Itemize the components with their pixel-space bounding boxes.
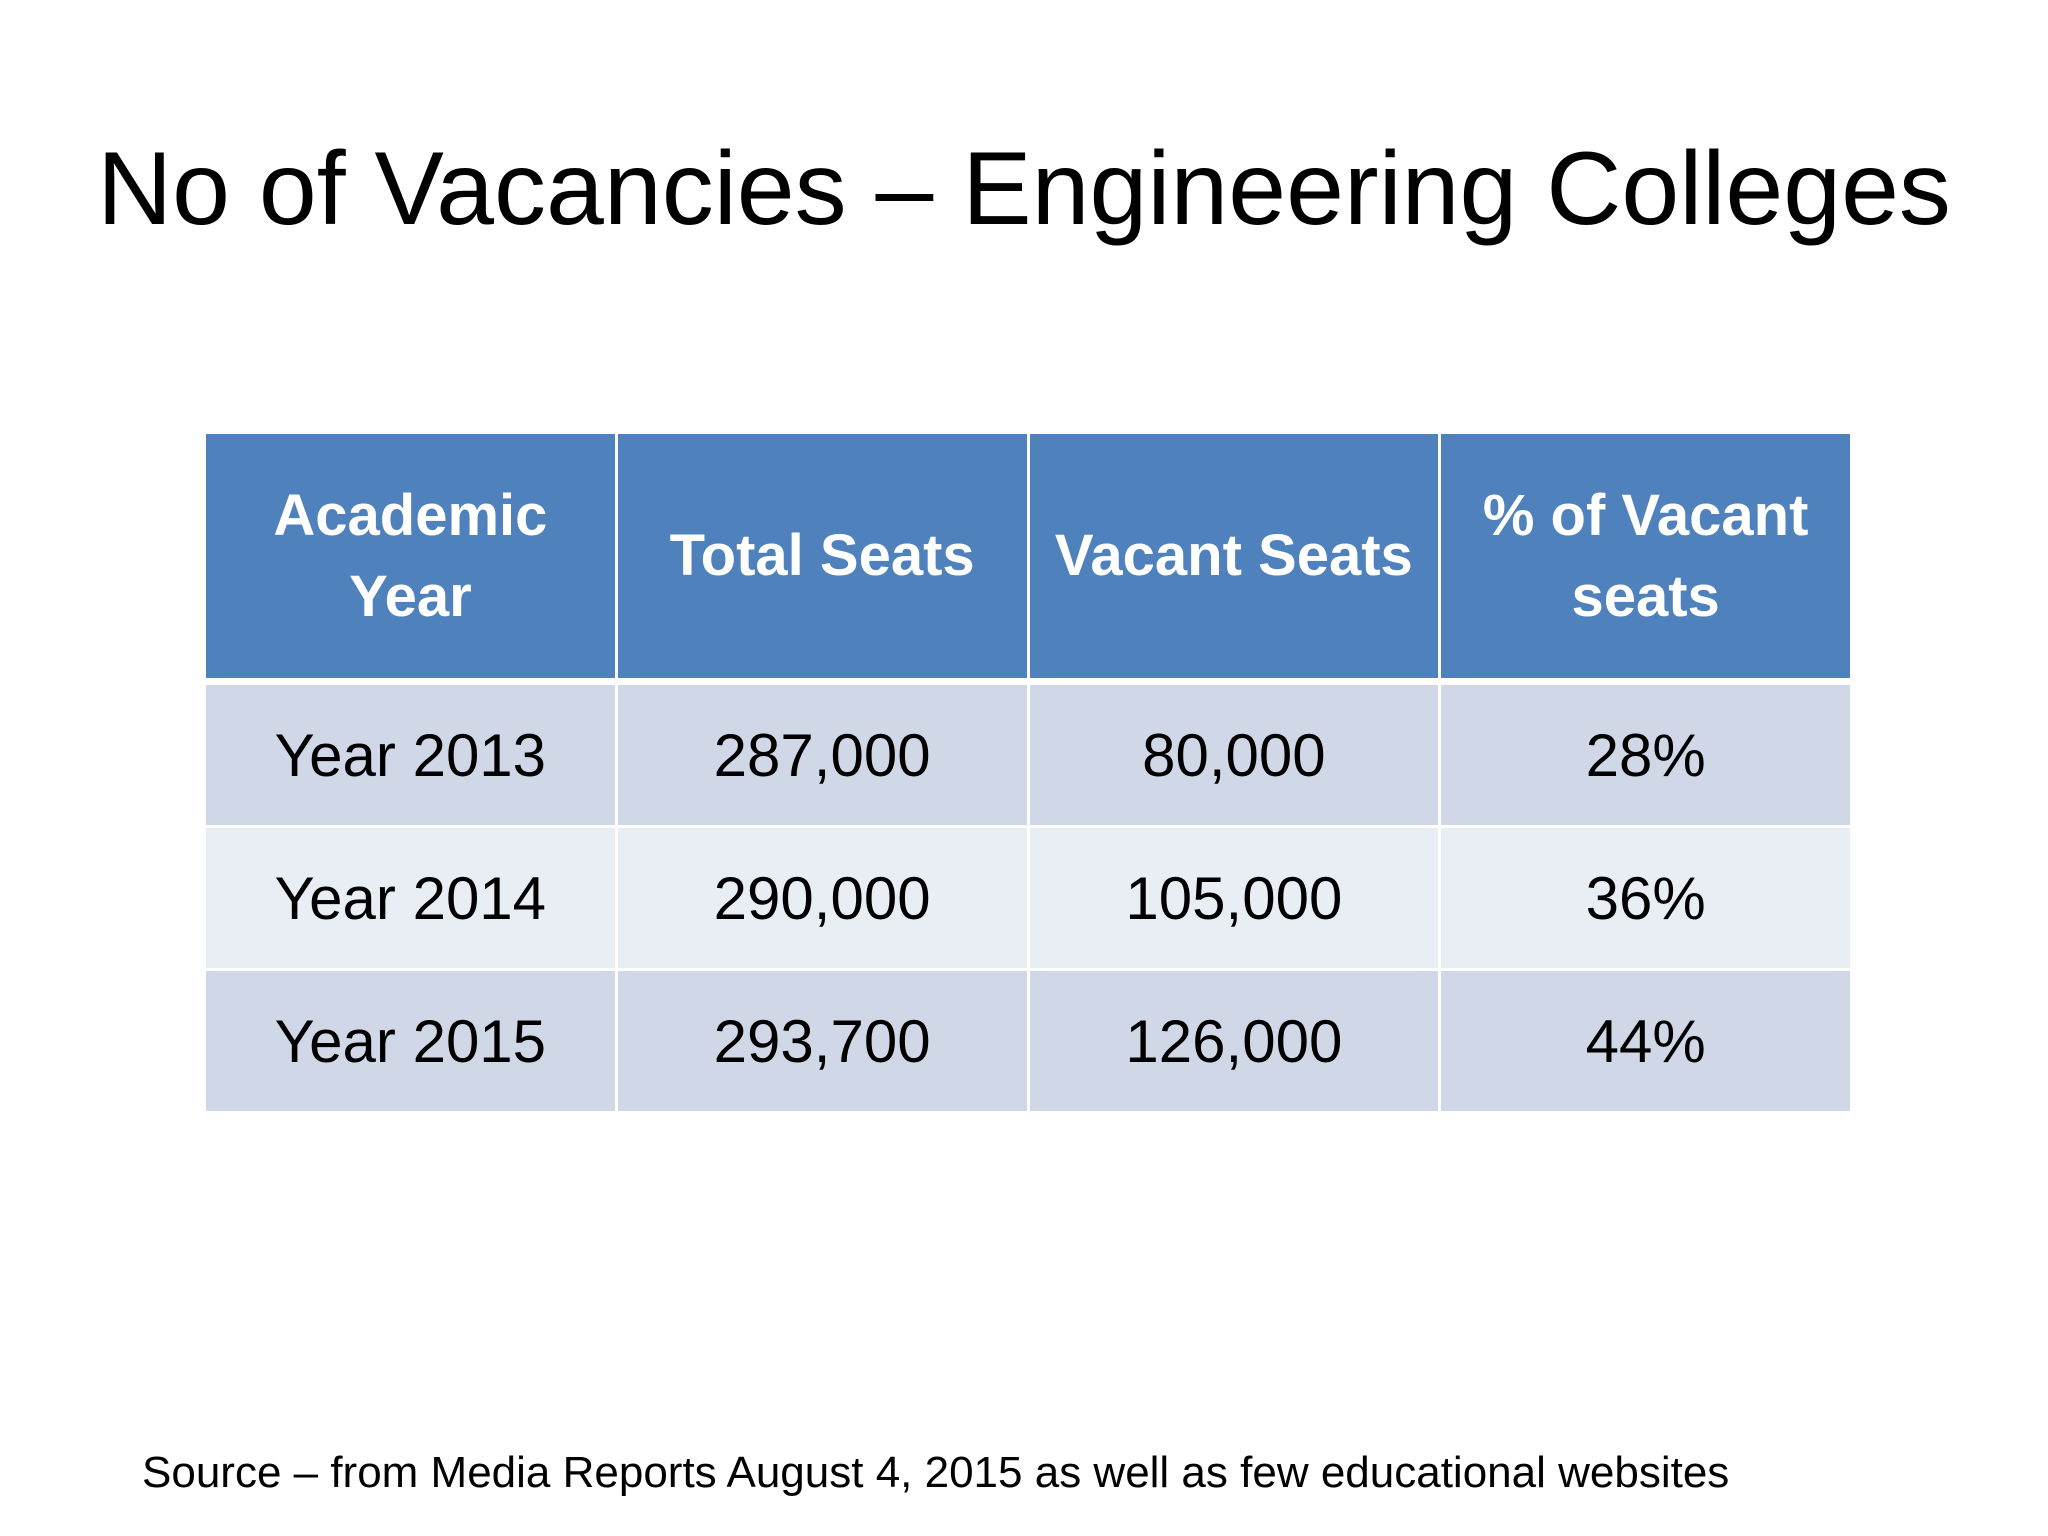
- table-header-row: Academic Year Total Seats Vacant Seats %…: [203, 431, 1853, 685]
- table-row: Year 2015 293,700 126,000 44%: [203, 968, 1853, 1114]
- header-academic-year-line1: Academic: [273, 482, 548, 548]
- header-total-seats: Total Seats: [614, 431, 1030, 685]
- cell-year: Year 2015: [203, 968, 618, 1114]
- table-row: Year 2013 287,000 80,000 28%: [203, 680, 1853, 828]
- header-academic-year-line2: Year: [349, 564, 472, 629]
- cell-vacant-seats: 126,000: [1026, 968, 1442, 1114]
- header-percent-vacant: % of Vacant seats: [1438, 431, 1853, 685]
- source-note: Source – from Media Reports August 4, 20…: [142, 1448, 1730, 1497]
- cell-total-seats: 290,000: [614, 825, 1030, 971]
- header-vacant-seats: Vacant Seats: [1026, 431, 1442, 685]
- table-row: Year 2014 290,000 105,000 36%: [203, 825, 1853, 971]
- header-percent-vacant-line1: % of Vacant: [1482, 482, 1809, 548]
- cell-year: Year 2013: [203, 680, 618, 828]
- header-percent-vacant-line2: seats: [1571, 564, 1720, 629]
- cell-percent-vacant: 36%: [1438, 825, 1853, 971]
- slide-title: No of Vacancies – Engineering Colleges: [97, 131, 1951, 247]
- cell-total-seats: 287,000: [614, 680, 1030, 828]
- cell-vacant-seats: 80,000: [1026, 680, 1442, 828]
- cell-percent-vacant: 44%: [1438, 968, 1853, 1114]
- cell-percent-vacant: 28%: [1438, 680, 1853, 828]
- header-academic-year: Academic Year: [203, 431, 618, 685]
- cell-total-seats: 293,700: [614, 968, 1030, 1114]
- vacancies-table: Academic Year Total Seats Vacant Seats %…: [203, 431, 1853, 1114]
- cell-vacant-seats: 105,000: [1026, 825, 1442, 971]
- cell-year: Year 2014: [203, 825, 618, 971]
